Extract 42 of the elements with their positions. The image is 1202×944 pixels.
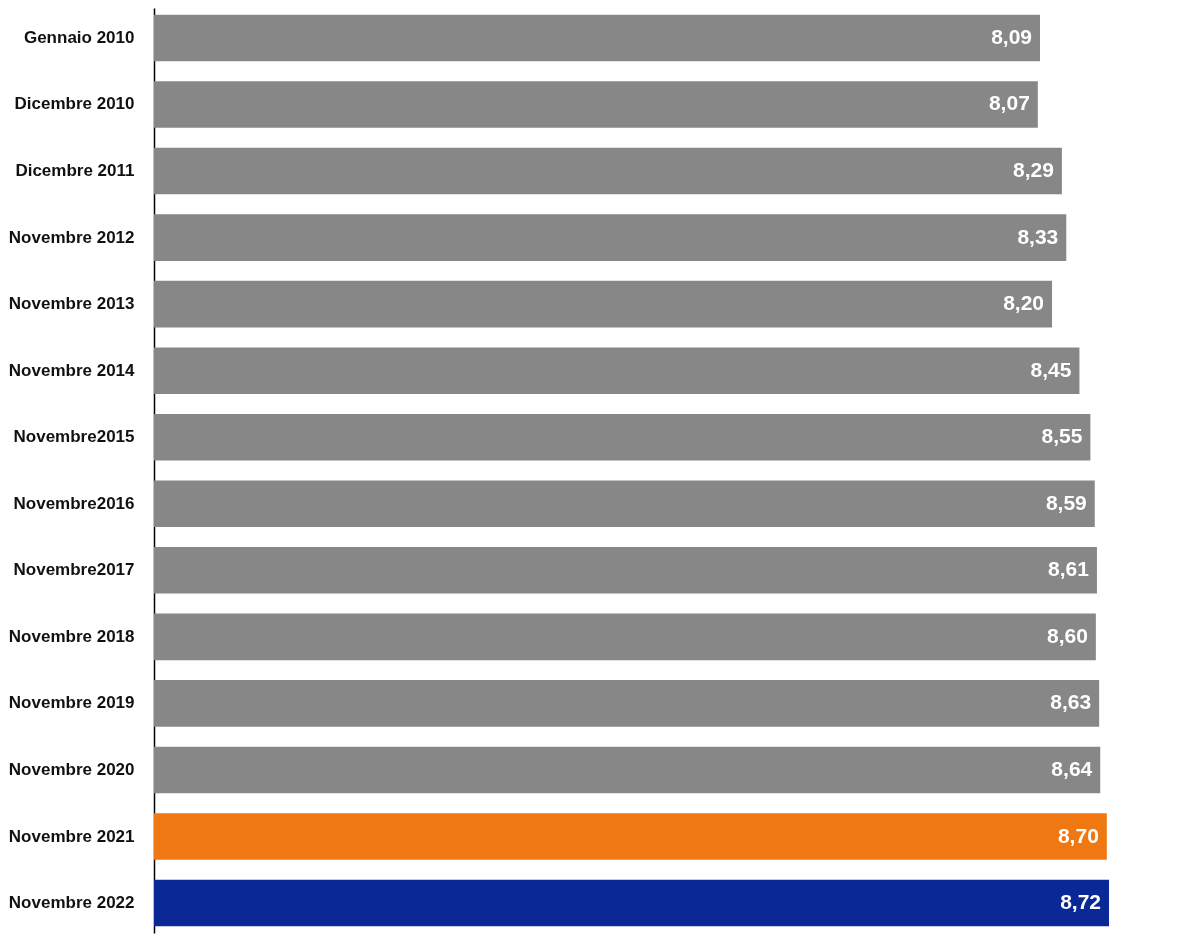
- bar: [154, 879, 1109, 927]
- data-label: 8,20: [1003, 291, 1045, 315]
- bar: [154, 680, 1100, 727]
- data-label: 8,63: [1050, 690, 1092, 714]
- bar: [154, 746, 1101, 794]
- bar: [154, 347, 1080, 394]
- data-label: 8,09: [991, 24, 1032, 48]
- data-label: 8,45: [1030, 357, 1072, 381]
- bar: [154, 280, 1053, 328]
- bar: [154, 613, 1096, 661]
- data-label: 8,72: [1060, 890, 1101, 914]
- data-label: 8,29: [1013, 158, 1054, 182]
- data-label: 8,59: [1045, 490, 1087, 514]
- data-label: 8,61: [1048, 557, 1090, 581]
- y-tick-label: Novembre 2014: [8, 360, 136, 380]
- bar: [154, 14, 1040, 62]
- y-tick-label: Novembre 2013: [8, 294, 135, 314]
- bar: [154, 813, 1107, 860]
- data-label: 8,33: [1017, 224, 1059, 248]
- data-label: 8,07: [988, 91, 1030, 115]
- y-tick-label: Novembre 2019: [8, 693, 135, 713]
- y-tick-label: Novembre2015: [13, 427, 135, 447]
- y-tick-label: Novembre 2012: [8, 227, 135, 247]
- bar: [154, 547, 1097, 594]
- y-tick-label: Gennaio 2010: [23, 27, 135, 47]
- y-tick-label: Novembre2016: [13, 493, 135, 513]
- data-label: 8,60: [1046, 623, 1088, 647]
- bar: [154, 147, 1062, 195]
- bar: [154, 81, 1038, 128]
- data-label: 8,55: [1041, 424, 1083, 448]
- y-tick-label: Dicembre 2011: [15, 161, 135, 181]
- y-tick-label: Novembre2017: [13, 560, 135, 580]
- bar: [154, 480, 1095, 528]
- y-tick-label: Novembre 2018: [8, 626, 135, 646]
- data-label: 8,64: [1051, 756, 1093, 780]
- bar: [154, 413, 1091, 461]
- y-tick-label: Novembre 2022: [8, 893, 135, 913]
- y-tick-label: Novembre 2021: [8, 826, 135, 846]
- data-label: 8,70: [1057, 823, 1099, 847]
- y-tick-label: Novembre 2020: [8, 759, 135, 779]
- bar: [154, 214, 1067, 261]
- y-tick-label: Dicembre 2010: [14, 94, 135, 114]
